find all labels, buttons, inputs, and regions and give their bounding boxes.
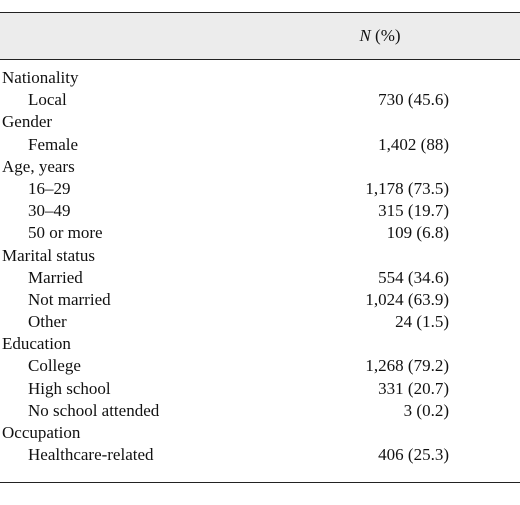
table-row: Married 554 (34.6)	[0, 268, 520, 290]
table-row: Other 24 (1.5)	[0, 312, 520, 334]
row-label: 50 or more	[28, 223, 103, 243]
column-header-n: N	[359, 26, 371, 45]
row-value: 1,178 (73.5)	[365, 178, 449, 198]
group-label: Occupation	[2, 423, 81, 442]
group-label: Nationality	[2, 68, 79, 87]
table-group-row: Age, years	[0, 157, 520, 179]
row-label: Not married	[28, 289, 111, 309]
group-label: Education	[2, 334, 71, 354]
table-body: Nationality Local 730 (45.6) Gender Female 1,…	[0, 68, 520, 467]
table-row: 30–49 315 (19.7)	[0, 201, 520, 223]
table-bottom-rule	[0, 482, 520, 483]
table-row: 50 or more 109 (6.8)	[0, 223, 520, 245]
row-value: 1,268 (79.2)	[365, 356, 449, 376]
group-label: Marital status	[2, 245, 96, 265]
row-value: 3 (0.2)	[403, 400, 449, 420]
table-row: No school attended 3 (0.2)	[0, 401, 520, 423]
table-row: College 1,268 (79.2)	[0, 356, 520, 378]
row-value: 730 (45.6)	[378, 90, 449, 110]
row-value: 331 (20.7)	[378, 378, 449, 398]
table-row: Not married 1,024 (63.9)	[0, 290, 520, 312]
row-label: Healthcare-related	[28, 445, 154, 465]
row-value: 554 (34.6)	[378, 267, 449, 287]
row-value: 109 (6.8)	[386, 223, 449, 243]
table-row: Female 1,402 (88)	[0, 135, 520, 157]
table-group-row: Education	[0, 334, 520, 356]
row-label: 30–49	[28, 201, 71, 221]
table-header: N (%)	[0, 12, 520, 60]
row-label: Other	[28, 312, 67, 332]
row-value: 315 (19.7)	[378, 201, 449, 221]
group-label: Age, years	[2, 156, 75, 176]
table-group-row: Nationality	[0, 68, 520, 90]
column-header-percent: (%)	[370, 26, 401, 45]
row-label: Local	[28, 90, 67, 110]
row-value: 1,024 (63.9)	[365, 289, 449, 309]
column-header-n-percent: N (%)	[333, 13, 427, 59]
row-value: 1,402 (88)	[378, 134, 449, 154]
row-label: College	[28, 356, 81, 376]
row-label: 16–29	[28, 178, 71, 198]
table-row: 16–29 1,178 (73.5)	[0, 179, 520, 201]
table-row: Local 730 (45.6)	[0, 90, 520, 112]
row-label: High school	[28, 378, 111, 398]
row-label: No school attended	[28, 400, 160, 420]
group-label: Gender	[2, 112, 53, 132]
table-group-row: Marital status	[0, 246, 520, 268]
row-label: Married	[28, 267, 83, 287]
table-group-row: Occupation	[0, 423, 520, 445]
row-label: Female	[28, 134, 79, 154]
table-row: Healthcare-related 406 (25.3)	[0, 445, 520, 467]
table-row: High school 331 (20.7)	[0, 379, 520, 401]
table-group-row: Gender	[0, 112, 520, 134]
row-value: 24 (1.5)	[395, 312, 449, 332]
row-value: 406 (25.3)	[378, 445, 449, 465]
